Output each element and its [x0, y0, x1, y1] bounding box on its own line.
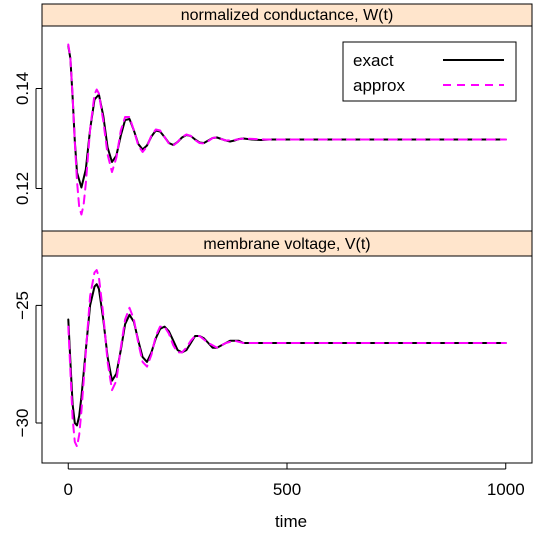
y-tick-label: 0.14 [13, 72, 32, 105]
legend: exact approx [342, 41, 517, 102]
series-lines-conductance [67, 43, 507, 216]
legend-label-exact: exact [353, 51, 394, 70]
y-tick-label: 0.12 [13, 172, 32, 205]
strip-voltage [41, 230, 533, 257]
series-line-approx [67, 43, 507, 216]
x-tick-label: 0 [64, 480, 73, 499]
panel-conductance: normalized conductance, W(t) 0.12 0.14 ex… [13, 3, 533, 232]
strip-title-voltage: membrane voltage, V(t) [203, 236, 370, 253]
legend-box [342, 41, 517, 102]
y-axis-voltage: −30 −25 [13, 291, 42, 437]
x-axis: 0 500 1000 [64, 463, 525, 499]
strip-title-conductance: normalized conductance, W(t) [181, 7, 394, 24]
plot-frame-voltage [41, 255, 533, 464]
series-line-exact [67, 283, 507, 427]
x-tick-label: 1000 [487, 480, 525, 499]
series-line-approx [67, 269, 507, 448]
y-axis-conductance: 0.12 0.14 [13, 72, 42, 205]
y-tick-label: −30 [13, 409, 32, 438]
x-axis-title: time [275, 512, 307, 531]
series-lines-voltage [67, 269, 507, 448]
y-tick-label: −25 [13, 291, 32, 320]
panel-voltage: membrane voltage, V(t) −30 −25 [13, 230, 533, 464]
x-tick-label: 500 [273, 480, 301, 499]
legend-label-approx: approx [353, 76, 405, 95]
